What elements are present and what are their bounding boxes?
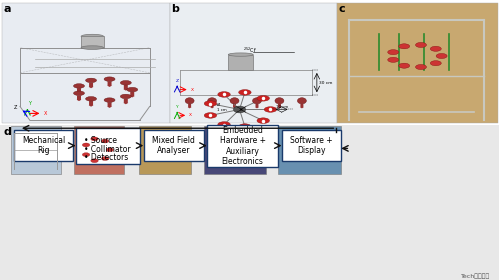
Ellipse shape	[127, 87, 138, 92]
Ellipse shape	[82, 143, 90, 147]
FancyBboxPatch shape	[278, 126, 341, 174]
Ellipse shape	[239, 124, 251, 129]
Text: Z: Z	[13, 106, 17, 111]
Ellipse shape	[85, 78, 96, 83]
Text: c: c	[338, 4, 345, 14]
Text: 10 cm: 10 cm	[276, 105, 289, 109]
Text: d: d	[4, 127, 12, 137]
Ellipse shape	[297, 98, 306, 104]
Ellipse shape	[275, 98, 284, 104]
Ellipse shape	[230, 98, 239, 104]
Ellipse shape	[416, 64, 427, 69]
Text: Y: Y	[176, 105, 178, 109]
FancyArrow shape	[210, 104, 214, 108]
Ellipse shape	[252, 98, 261, 104]
Text: Embedded
Hardware +
Auxiliary
Electronics: Embedded Hardware + Auxiliary Electronic…	[220, 126, 265, 166]
Ellipse shape	[257, 95, 269, 101]
Ellipse shape	[388, 57, 399, 62]
FancyBboxPatch shape	[139, 126, 191, 174]
FancyBboxPatch shape	[76, 128, 140, 164]
FancyBboxPatch shape	[81, 36, 104, 48]
Ellipse shape	[101, 157, 109, 160]
FancyBboxPatch shape	[14, 130, 73, 161]
Text: • Source: • Source	[84, 136, 117, 145]
Ellipse shape	[185, 98, 194, 104]
Ellipse shape	[104, 77, 115, 81]
Text: Mechanical
Rig: Mechanical Rig	[22, 136, 65, 155]
Ellipse shape	[120, 94, 131, 99]
Ellipse shape	[436, 53, 447, 59]
Text: • Collimator: • Collimator	[84, 145, 131, 154]
Ellipse shape	[82, 153, 90, 157]
Ellipse shape	[208, 98, 217, 104]
Text: Z: Z	[176, 79, 179, 83]
Text: 30 cm: 30 cm	[319, 81, 333, 85]
Ellipse shape	[388, 50, 399, 55]
FancyArrow shape	[107, 81, 112, 87]
FancyBboxPatch shape	[204, 126, 266, 174]
Ellipse shape	[264, 107, 276, 112]
Ellipse shape	[204, 101, 217, 106]
Ellipse shape	[81, 34, 104, 39]
Ellipse shape	[257, 118, 269, 123]
Ellipse shape	[218, 92, 231, 97]
Ellipse shape	[81, 46, 104, 50]
FancyArrow shape	[300, 104, 304, 108]
Ellipse shape	[104, 98, 115, 102]
FancyArrow shape	[255, 104, 259, 108]
Text: • Detectors: • Detectors	[84, 153, 129, 162]
Ellipse shape	[101, 139, 109, 143]
Ellipse shape	[106, 148, 114, 152]
FancyArrow shape	[88, 101, 93, 107]
Ellipse shape	[430, 46, 441, 51]
FancyArrow shape	[76, 95, 81, 101]
FancyBboxPatch shape	[282, 130, 341, 161]
Ellipse shape	[73, 84, 84, 88]
FancyArrow shape	[130, 92, 135, 97]
Text: X: X	[43, 111, 47, 116]
Ellipse shape	[91, 137, 98, 141]
Ellipse shape	[91, 159, 98, 163]
Text: X: X	[189, 113, 192, 118]
FancyBboxPatch shape	[0, 125, 499, 280]
Text: X: X	[191, 88, 194, 92]
Text: Software +
Display: Software + Display	[290, 136, 333, 155]
Text: Ø
1 cm: Ø 1 cm	[217, 103, 227, 112]
Circle shape	[234, 106, 246, 113]
FancyBboxPatch shape	[207, 125, 278, 167]
Ellipse shape	[416, 43, 427, 48]
Ellipse shape	[120, 81, 131, 85]
Ellipse shape	[399, 44, 410, 49]
Ellipse shape	[85, 97, 96, 101]
FancyBboxPatch shape	[0, 0, 499, 125]
Text: a: a	[4, 4, 11, 14]
Text: b: b	[171, 4, 179, 14]
FancyArrow shape	[188, 104, 192, 108]
Ellipse shape	[430, 61, 441, 66]
FancyArrow shape	[88, 83, 93, 88]
Ellipse shape	[228, 53, 253, 56]
Text: $^{252}$Cf: $^{252}$Cf	[243, 45, 257, 55]
Ellipse shape	[399, 63, 410, 68]
FancyBboxPatch shape	[228, 55, 253, 70]
FancyBboxPatch shape	[144, 130, 204, 161]
FancyArrow shape	[123, 99, 128, 104]
Text: Y: Y	[28, 101, 31, 106]
FancyArrow shape	[107, 102, 112, 108]
Ellipse shape	[73, 91, 84, 95]
FancyArrow shape	[76, 88, 81, 94]
Text: Tech科技前沿: Tech科技前沿	[461, 273, 490, 279]
FancyBboxPatch shape	[2, 3, 170, 123]
Ellipse shape	[239, 90, 251, 95]
Ellipse shape	[218, 122, 230, 127]
FancyArrow shape	[277, 104, 281, 108]
FancyArrow shape	[123, 85, 128, 91]
Text: Mixed Field
Analyser: Mixed Field Analyser	[152, 136, 195, 155]
FancyBboxPatch shape	[74, 126, 124, 174]
Ellipse shape	[204, 113, 217, 118]
FancyBboxPatch shape	[11, 126, 61, 174]
FancyBboxPatch shape	[337, 3, 498, 123]
FancyArrow shape	[233, 104, 237, 108]
FancyBboxPatch shape	[170, 3, 337, 123]
